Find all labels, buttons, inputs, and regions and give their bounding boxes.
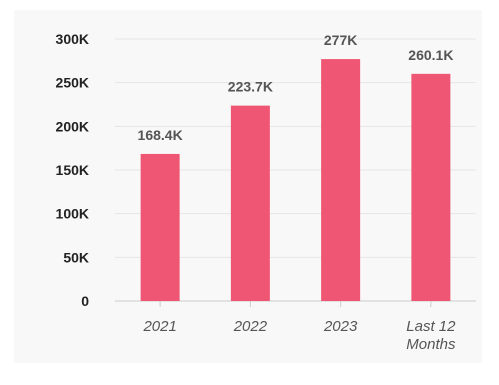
y-tick-label: 0 (81, 293, 89, 309)
y-tick-label: 300K (56, 31, 89, 47)
bar (411, 73, 451, 301)
data-label: 168.4K (138, 127, 183, 143)
y-tick-label: 250K (56, 75, 89, 91)
x-tick-label: 2023 (323, 318, 358, 335)
bar (321, 59, 361, 301)
x-tick-label: 2021 (142, 318, 176, 335)
y-tick-label: 100K (56, 206, 89, 222)
y-tick-label: 50K (63, 249, 89, 265)
data-label: 223.7K (228, 79, 273, 95)
y-tick-label: 150K (56, 162, 89, 178)
data-label: 277K (324, 32, 357, 48)
x-tick-label: Months (406, 336, 456, 353)
x-tick-label: 2022 (233, 318, 268, 335)
x-tick-label: Last 12 (406, 318, 456, 335)
y-tick-label: 200K (56, 118, 89, 134)
data-label: 260.1K (408, 47, 453, 63)
chart-card: 0 50K 100K 150K 200K 250K 300K 168.4K 2021 223.7K… (14, 10, 482, 363)
bar (140, 153, 180, 301)
bar (230, 105, 270, 301)
bar-chart: 0 50K 100K 150K 200K 250K 300K 168.4K 2021 223.7K… (56, 31, 476, 353)
